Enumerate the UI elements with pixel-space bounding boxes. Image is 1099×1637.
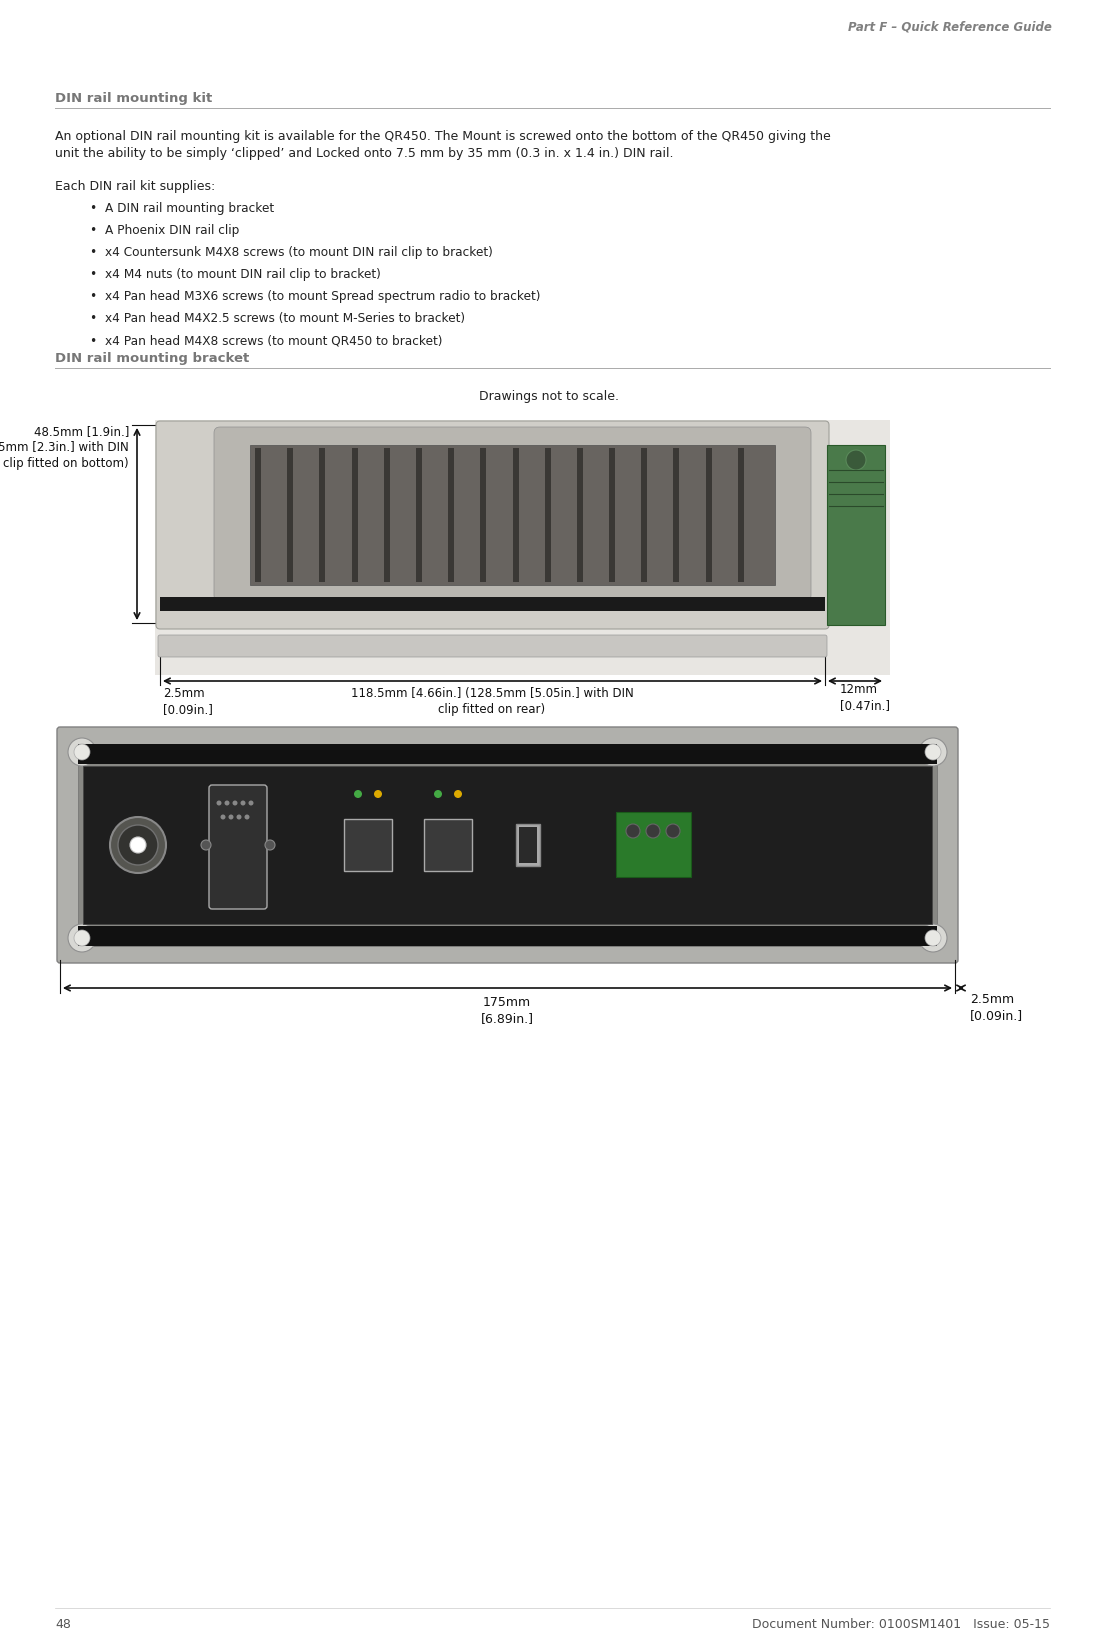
Circle shape	[919, 738, 947, 766]
FancyBboxPatch shape	[57, 727, 958, 963]
FancyBboxPatch shape	[209, 786, 267, 909]
FancyBboxPatch shape	[320, 449, 325, 583]
Circle shape	[74, 930, 90, 946]
Circle shape	[229, 815, 233, 820]
FancyBboxPatch shape	[424, 818, 471, 871]
Text: Each DIN rail kit supplies:: Each DIN rail kit supplies:	[55, 180, 215, 193]
FancyBboxPatch shape	[78, 743, 937, 946]
Circle shape	[646, 823, 660, 838]
Text: 48.5mm [1.9in.]
(58.5mm [2.3in.] with DIN
clip fitted on bottom): 48.5mm [1.9in.] (58.5mm [2.3in.] with DI…	[0, 426, 129, 470]
Text: 2.5mm
[0.09in.]: 2.5mm [0.09in.]	[970, 994, 1023, 1021]
FancyBboxPatch shape	[352, 449, 357, 583]
Circle shape	[217, 800, 222, 805]
FancyBboxPatch shape	[78, 927, 937, 946]
Circle shape	[434, 791, 442, 797]
Circle shape	[248, 800, 254, 805]
FancyBboxPatch shape	[214, 427, 811, 601]
FancyBboxPatch shape	[519, 827, 537, 863]
FancyBboxPatch shape	[674, 449, 679, 583]
FancyBboxPatch shape	[84, 766, 932, 923]
Text: WARNING: Do not disconnect
while circuit is live unless area
is known to be non-: WARNING: Do not disconnect while circuit…	[212, 832, 309, 848]
Circle shape	[925, 743, 941, 760]
FancyBboxPatch shape	[249, 445, 775, 584]
Text: 175mm
[6.89in.]: 175mm [6.89in.]	[480, 995, 533, 1025]
FancyBboxPatch shape	[577, 449, 582, 583]
Text: 12mm
[0.47in.]: 12mm [0.47in.]	[840, 683, 890, 712]
Circle shape	[846, 450, 866, 470]
FancyBboxPatch shape	[158, 635, 828, 656]
FancyBboxPatch shape	[828, 445, 885, 625]
Text: Drawings not to scale.: Drawings not to scale.	[479, 390, 619, 403]
Text: •  x4 Pan head M4X2.5 screws (to mount M-Series to bracket): • x4 Pan head M4X2.5 screws (to mount M-…	[90, 313, 465, 326]
Circle shape	[224, 800, 230, 805]
Text: 48: 48	[55, 1617, 70, 1630]
Circle shape	[374, 791, 382, 797]
FancyBboxPatch shape	[480, 449, 487, 583]
Circle shape	[130, 837, 146, 853]
Circle shape	[221, 815, 225, 820]
FancyBboxPatch shape	[160, 598, 825, 611]
Text: •  x4 Pan head M3X6 screws (to mount Spread spectrum radio to bracket): • x4 Pan head M3X6 screws (to mount Spre…	[90, 290, 541, 303]
Text: ETH 1: ETH 1	[353, 776, 382, 786]
FancyBboxPatch shape	[737, 449, 744, 583]
Text: 118.5mm [4.66in.] (128.5mm [5.05in.] with DIN
clip fitted on rear): 118.5mm [4.66in.] (128.5mm [5.05in.] wit…	[351, 688, 633, 715]
FancyBboxPatch shape	[545, 449, 551, 583]
Text: 2.5mm
[0.09in.]: 2.5mm [0.09in.]	[163, 688, 213, 715]
Circle shape	[68, 738, 96, 766]
Text: USB: USB	[518, 776, 539, 786]
Circle shape	[666, 823, 680, 838]
Text: DIN rail mounting bracket: DIN rail mounting bracket	[55, 352, 249, 365]
FancyBboxPatch shape	[384, 449, 390, 583]
Circle shape	[454, 791, 462, 797]
Text: DIN rail mounting kit: DIN rail mounting kit	[55, 92, 212, 105]
Circle shape	[118, 825, 158, 864]
FancyBboxPatch shape	[287, 449, 293, 583]
FancyBboxPatch shape	[617, 812, 691, 877]
FancyBboxPatch shape	[448, 449, 454, 583]
Circle shape	[919, 923, 947, 953]
FancyBboxPatch shape	[255, 449, 260, 583]
Circle shape	[925, 930, 941, 946]
Text: DC: DC	[645, 776, 660, 786]
Text: •  x4 Pan head M4X8 screws (to mount QR450 to bracket): • x4 Pan head M4X8 screws (to mount QR45…	[90, 334, 443, 347]
Circle shape	[265, 840, 275, 850]
Text: •  x4 M4 nuts (to mount DIN rail clip to bracket): • x4 M4 nuts (to mount DIN rail clip to …	[90, 268, 381, 282]
Text: Document Number: 0100SM1401   Issue: 05-15: Document Number: 0100SM1401 Issue: 05-15	[752, 1617, 1050, 1630]
Circle shape	[233, 800, 237, 805]
Circle shape	[626, 823, 640, 838]
FancyBboxPatch shape	[706, 449, 712, 583]
Circle shape	[236, 815, 242, 820]
FancyBboxPatch shape	[415, 449, 422, 583]
Circle shape	[244, 815, 249, 820]
FancyBboxPatch shape	[609, 449, 615, 583]
FancyBboxPatch shape	[156, 421, 829, 629]
Text: ETH 2: ETH 2	[433, 776, 463, 786]
Circle shape	[241, 800, 245, 805]
FancyBboxPatch shape	[512, 449, 519, 583]
Text: •  A Phoenix DIN rail clip: • A Phoenix DIN rail clip	[90, 224, 240, 237]
FancyBboxPatch shape	[517, 823, 540, 866]
Text: •  x4 Countersunk M4X8 screws (to mount DIN rail clip to bracket): • x4 Countersunk M4X8 screws (to mount D…	[90, 246, 492, 259]
Text: •  A DIN rail mounting bracket: • A DIN rail mounting bracket	[90, 201, 274, 214]
Text: An optional DIN rail mounting kit is available for the QR450. The Mount is screw: An optional DIN rail mounting kit is ava…	[55, 129, 831, 142]
FancyBboxPatch shape	[641, 449, 647, 583]
FancyBboxPatch shape	[344, 818, 392, 871]
Circle shape	[354, 791, 362, 797]
Text: ANT: ANT	[126, 776, 149, 786]
Text: unit the ability to be simply ‘clipped’ and Locked onto 7.5 mm by 35 mm (0.3 in.: unit the ability to be simply ‘clipped’ …	[55, 147, 674, 160]
Circle shape	[74, 743, 90, 760]
Circle shape	[110, 817, 166, 873]
Circle shape	[201, 840, 211, 850]
Text: Part F – Quick Reference Guide: Part F – Quick Reference Guide	[848, 20, 1052, 33]
Text: COM 1/2: COM 1/2	[217, 776, 259, 786]
Circle shape	[68, 923, 96, 953]
Text: 12-24: 12-24	[577, 776, 609, 786]
FancyBboxPatch shape	[155, 421, 890, 674]
FancyBboxPatch shape	[78, 743, 937, 764]
